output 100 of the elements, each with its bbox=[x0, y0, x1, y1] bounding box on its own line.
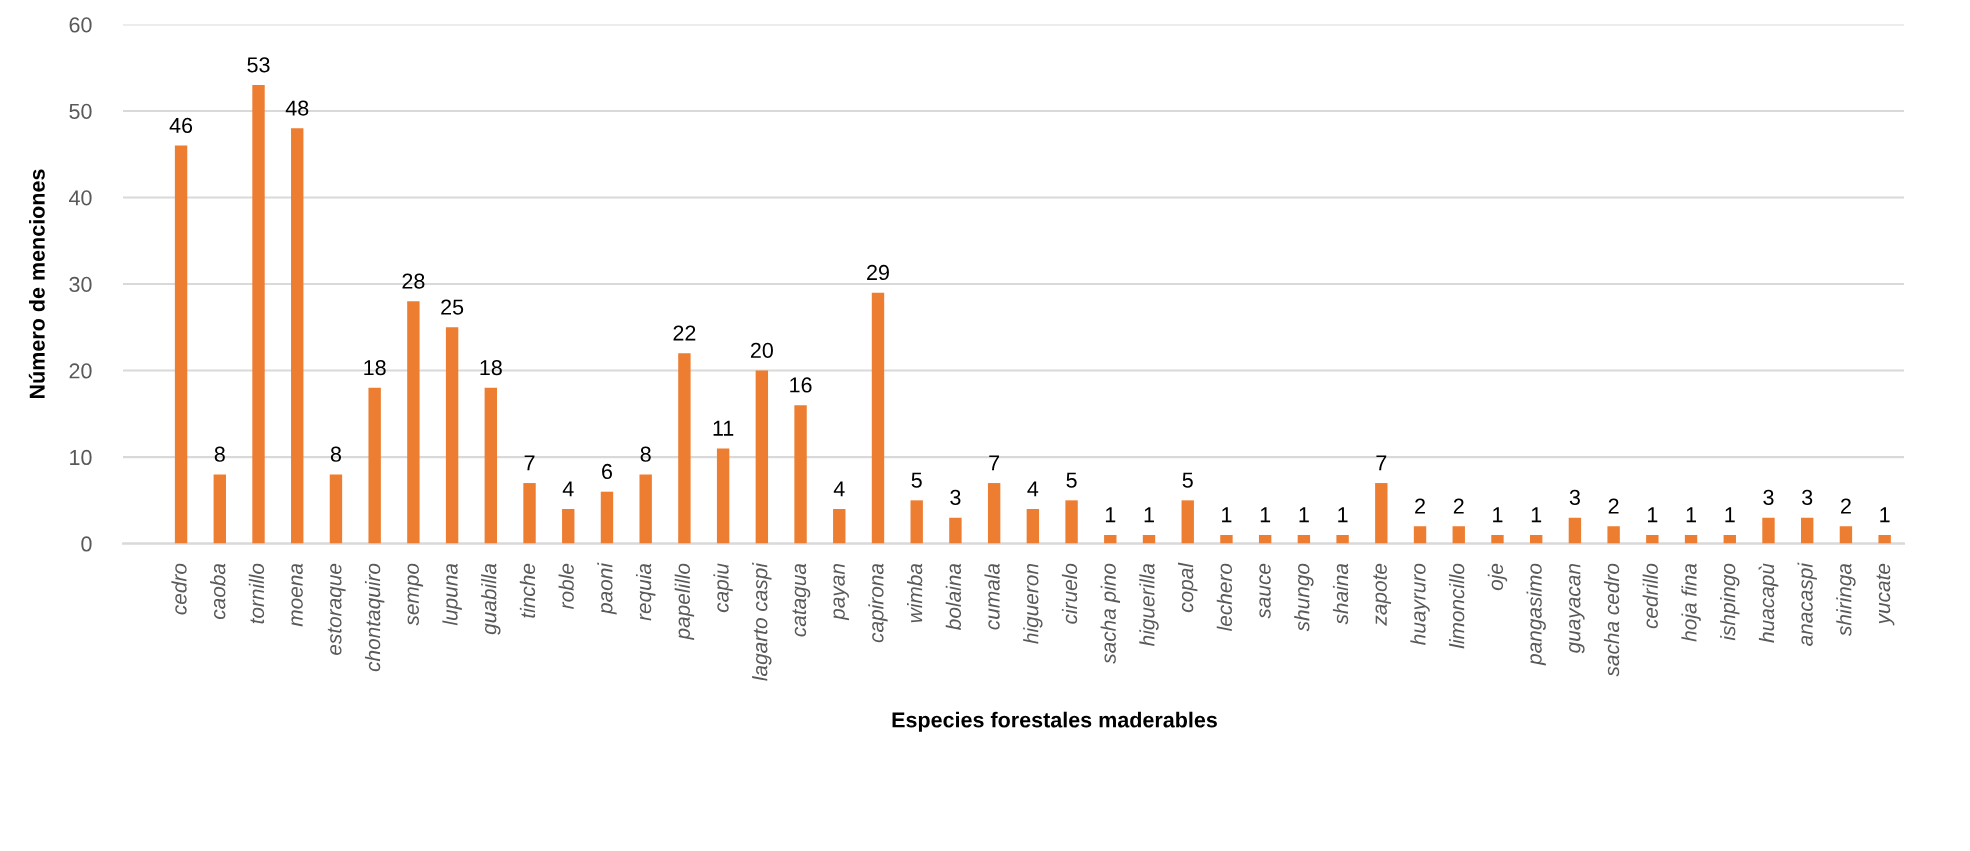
bar bbox=[716, 448, 730, 544]
bar bbox=[1801, 517, 1814, 544]
y-tick-label: 20 bbox=[69, 363, 92, 379]
data-label: 1 bbox=[1647, 507, 1658, 523]
data-label: 4 bbox=[562, 481, 574, 497]
x-tick-label: tinche bbox=[519, 563, 536, 618]
data-label: 8 bbox=[640, 446, 651, 462]
y-tick-label: 0 bbox=[81, 536, 92, 552]
x-tick-label: cumala bbox=[984, 563, 1000, 630]
x-tick-label: capiu bbox=[713, 563, 733, 613]
bar bbox=[1220, 534, 1233, 544]
y-axis-title: Número de menciones bbox=[28, 169, 45, 399]
bar bbox=[1529, 534, 1543, 544]
bar bbox=[329, 474, 343, 544]
data-label: 29 bbox=[867, 264, 889, 281]
x-tick-label: lupuna bbox=[442, 563, 462, 626]
data-label: 1 bbox=[1105, 507, 1116, 523]
x-tick-label: ciruelo bbox=[1061, 563, 1078, 624]
bar bbox=[1065, 500, 1078, 544]
data-label: 5 bbox=[911, 472, 922, 488]
data-label: 20 bbox=[750, 342, 773, 358]
x-tick-label: chontaquiro bbox=[364, 563, 385, 672]
bar bbox=[987, 483, 1001, 544]
data-label: 1 bbox=[1493, 507, 1503, 523]
x-tick-label: oje bbox=[1487, 563, 1508, 591]
data-label: 11 bbox=[713, 420, 734, 436]
x-tick-label: bolaina bbox=[945, 563, 962, 630]
data-label: 3 bbox=[1763, 489, 1774, 506]
data-label: 5 bbox=[1066, 472, 1077, 488]
data-label: 4 bbox=[1027, 481, 1039, 497]
bar bbox=[1684, 534, 1698, 544]
x-tick-label: pangasimo bbox=[1526, 563, 1546, 666]
x-tick-label: requia bbox=[635, 563, 656, 621]
bar bbox=[1104, 534, 1117, 544]
bar bbox=[1413, 526, 1427, 544]
data-label: 1 bbox=[1725, 507, 1735, 523]
bar bbox=[291, 128, 304, 544]
data-label: 6 bbox=[602, 463, 613, 480]
bar bbox=[1568, 517, 1582, 544]
bar bbox=[600, 491, 614, 544]
bar bbox=[1142, 534, 1156, 544]
x-tick-label: sauce bbox=[1259, 563, 1271, 619]
x-tick-label: sacha cedro bbox=[1603, 563, 1620, 677]
bar bbox=[368, 387, 381, 544]
y-tick-label: 50 bbox=[69, 103, 92, 120]
data-label: 16 bbox=[790, 377, 812, 393]
data-label: 48 bbox=[285, 100, 309, 116]
x-tick-label: cedrillo bbox=[1642, 563, 1658, 629]
bar bbox=[678, 353, 691, 544]
bar bbox=[1375, 483, 1388, 544]
bar bbox=[174, 145, 188, 544]
data-label: 2 bbox=[1608, 498, 1619, 514]
data-label: 3 bbox=[1569, 489, 1580, 506]
x-tick-label: catagua bbox=[792, 563, 811, 637]
bar bbox=[794, 405, 807, 544]
bar bbox=[910, 500, 923, 544]
bar bbox=[1258, 534, 1272, 544]
y-tick-label: 30 bbox=[69, 276, 92, 293]
x-tick-label: sacha pino bbox=[1100, 563, 1120, 664]
data-label: 8 bbox=[330, 446, 341, 462]
data-label: 53 bbox=[247, 57, 270, 73]
x-tick-label: tornillo bbox=[248, 563, 265, 624]
x-tick-label: higueron bbox=[1023, 563, 1043, 644]
bar bbox=[1452, 526, 1465, 544]
x-tick-label: zapote bbox=[1373, 563, 1392, 626]
bar bbox=[1181, 500, 1194, 544]
data-label: 46 bbox=[169, 117, 193, 134]
bar bbox=[755, 370, 769, 544]
data-label: 1 bbox=[1338, 507, 1348, 523]
bar bbox=[523, 483, 536, 544]
x-tick-label: higuerilla bbox=[1139, 563, 1159, 647]
data-label: 18 bbox=[480, 360, 502, 376]
data-label: 1 bbox=[1222, 507, 1232, 523]
data-label: 5 bbox=[1182, 472, 1193, 488]
x-tick-label: shungo bbox=[1294, 563, 1314, 632]
x-tick-label: cedro bbox=[171, 563, 187, 615]
x-tick-label: hoja fina bbox=[1681, 563, 1701, 642]
x-tick-label: capirona bbox=[868, 563, 888, 643]
bar bbox=[1607, 526, 1620, 544]
x-axis-title: Especies forestales maderables bbox=[892, 711, 1217, 732]
data-label: 7 bbox=[524, 455, 535, 471]
x-tick-label: caoba bbox=[210, 563, 226, 620]
bar bbox=[949, 517, 962, 544]
bar bbox=[1646, 534, 1659, 544]
bar bbox=[1297, 534, 1311, 544]
bar bbox=[445, 327, 459, 544]
x-tick-label: wimba bbox=[907, 563, 923, 623]
bar bbox=[1762, 517, 1775, 544]
data-label: 7 bbox=[1376, 455, 1387, 471]
bar bbox=[252, 85, 265, 544]
data-label: 2 bbox=[1453, 498, 1464, 514]
data-label: 2 bbox=[1841, 498, 1851, 514]
data-label: 1 bbox=[1299, 507, 1309, 523]
data-label: 3 bbox=[950, 489, 961, 506]
x-tick-label: paoni bbox=[597, 562, 617, 615]
y-tick-label: 60 bbox=[69, 17, 92, 33]
data-label: 1 bbox=[1144, 507, 1154, 523]
bar bbox=[213, 474, 226, 544]
x-tick-label: papelillo bbox=[674, 563, 695, 640]
x-tick-label: anacaspi bbox=[1797, 562, 1817, 646]
